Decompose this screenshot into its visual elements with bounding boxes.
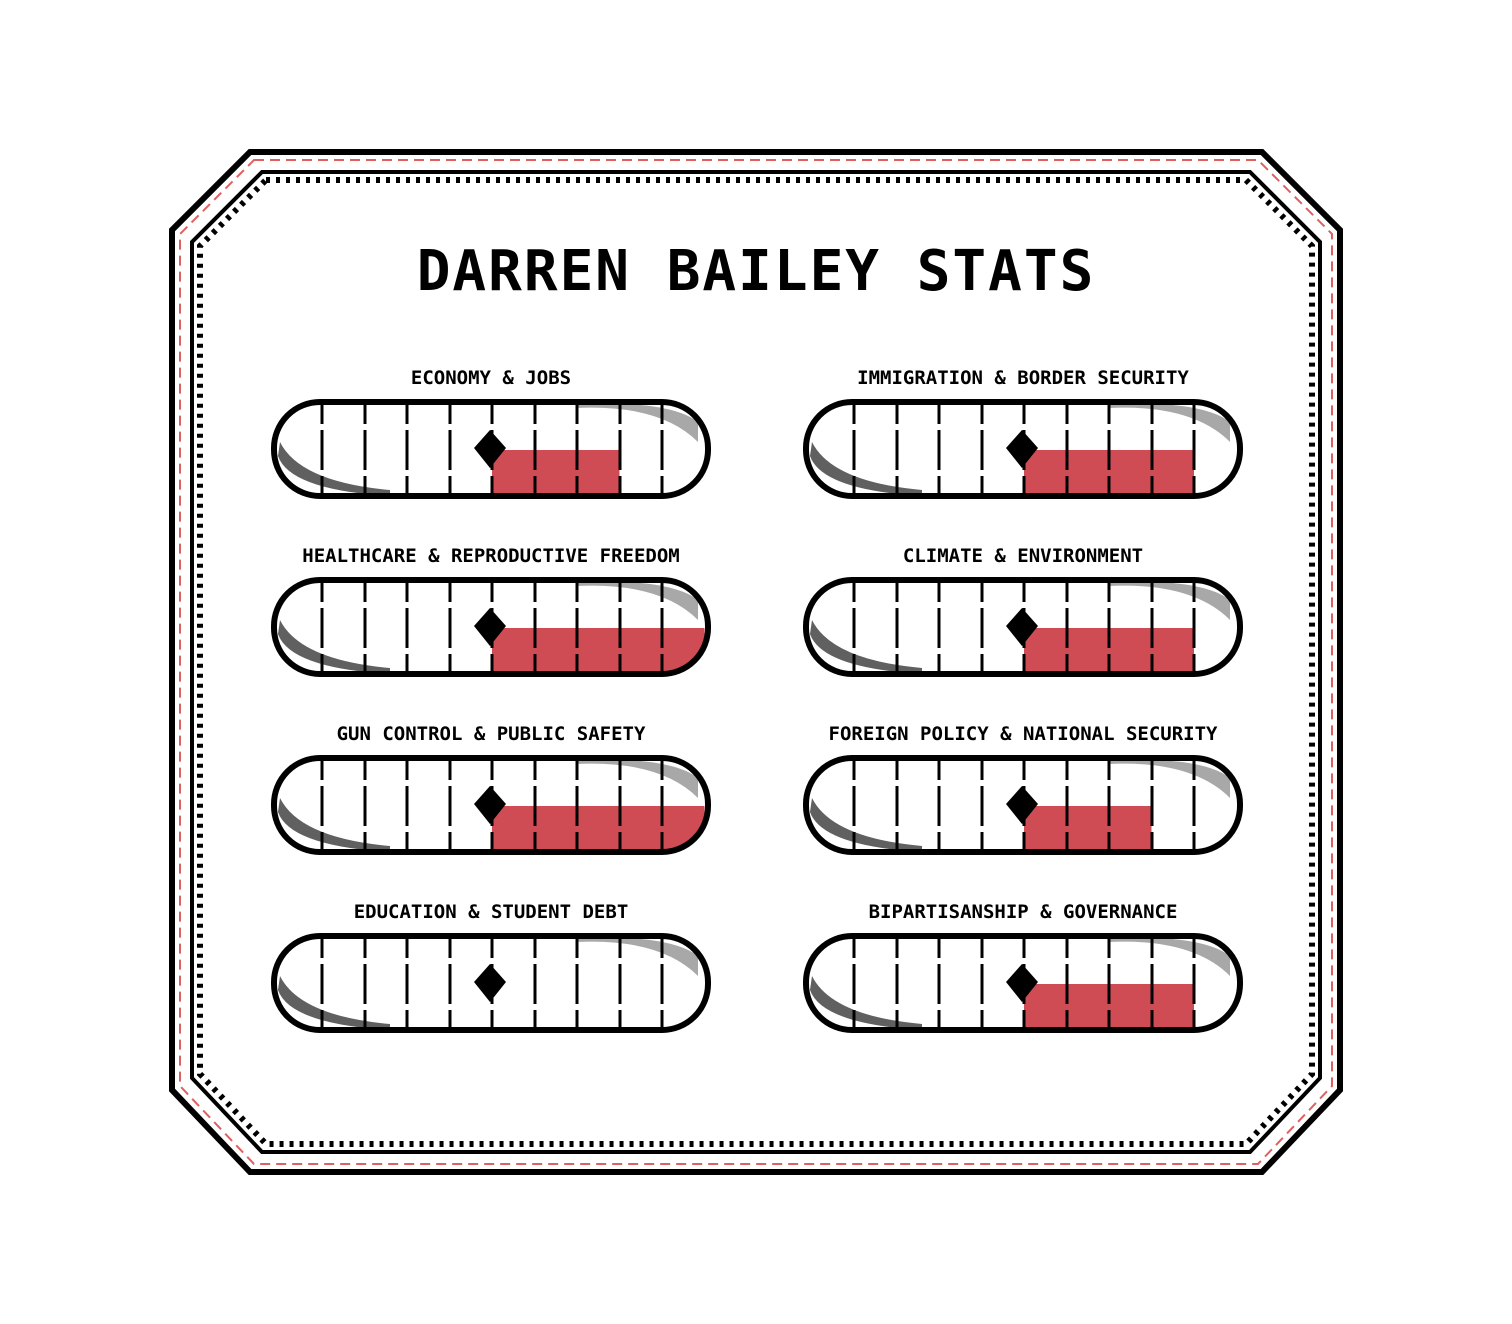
gauge-shine bbox=[576, 403, 698, 442]
gauge-shade bbox=[810, 620, 922, 674]
page-title: DARREN BAILEY STATS bbox=[416, 239, 1096, 304]
gauge-shade bbox=[278, 976, 390, 1030]
gauge-shade bbox=[278, 620, 390, 674]
stat-label: FOREIGN POLICY & NATIONAL SECURITY bbox=[828, 723, 1218, 745]
gauge-shade bbox=[810, 976, 922, 1030]
stat-gauge bbox=[271, 933, 711, 1033]
stat-gauge bbox=[803, 399, 1243, 499]
gauge-shine bbox=[576, 759, 698, 798]
gauge-outline bbox=[803, 399, 1243, 499]
center-marker-icon bbox=[474, 964, 506, 1002]
stat-gauge bbox=[271, 399, 711, 499]
stat-label: ECONOMY & JOBS bbox=[410, 367, 572, 389]
gauge-shine bbox=[1108, 937, 1230, 976]
gauge-fill bbox=[492, 628, 705, 672]
center-marker-icon bbox=[1006, 608, 1038, 646]
gauge-outline bbox=[803, 755, 1243, 855]
frame-dashed-track bbox=[179, 159, 1333, 1165]
gauge-shade bbox=[278, 798, 390, 852]
stat-gauge bbox=[271, 755, 711, 855]
stat-gauge bbox=[271, 577, 711, 677]
stat-label: EDUCATION & STUDENT DEBT bbox=[353, 901, 629, 923]
center-marker-icon bbox=[1006, 430, 1038, 468]
gauge-outline bbox=[803, 577, 1243, 677]
stat-gauge bbox=[803, 577, 1243, 677]
gauge-shine bbox=[1108, 403, 1230, 442]
gauge-shine bbox=[1108, 581, 1230, 620]
stat-label: IMMIGRATION & BORDER SECURITY bbox=[857, 367, 1189, 389]
stat-label: CLIMATE & ENVIRONMENT bbox=[902, 545, 1144, 567]
gauge-shade bbox=[810, 442, 922, 496]
gauge-outline bbox=[271, 399, 711, 499]
stat-label: GUN CONTROL & PUBLIC SAFETY bbox=[336, 723, 646, 745]
center-marker-icon bbox=[474, 608, 506, 646]
stat-gauge bbox=[803, 933, 1243, 1033]
gauge-outline bbox=[271, 755, 711, 855]
gauge-outline bbox=[271, 933, 711, 1033]
frame-inner-scallop bbox=[197, 177, 1315, 1147]
gauge-fill bbox=[492, 450, 620, 494]
gauge-fill bbox=[1024, 806, 1152, 850]
gauge-fill bbox=[492, 806, 705, 850]
stat-gauge bbox=[803, 755, 1243, 855]
center-marker-icon bbox=[1006, 964, 1038, 1002]
gauge-shine bbox=[1108, 759, 1230, 798]
center-marker-icon bbox=[1006, 786, 1038, 824]
stat-label: BIPARTISANSHIP & GOVERNANCE bbox=[868, 901, 1178, 923]
gauge-shade bbox=[278, 442, 390, 496]
gauge-shine bbox=[576, 581, 698, 620]
center-marker-icon bbox=[474, 430, 506, 468]
stat-label: HEALTHCARE & REPRODUCTIVE FREEDOM bbox=[302, 545, 680, 567]
gauge-outline bbox=[271, 577, 711, 677]
gauge-shine bbox=[576, 937, 698, 976]
gauge-shade bbox=[810, 798, 922, 852]
center-marker-icon bbox=[474, 786, 506, 824]
gauge-outline bbox=[803, 933, 1243, 1033]
